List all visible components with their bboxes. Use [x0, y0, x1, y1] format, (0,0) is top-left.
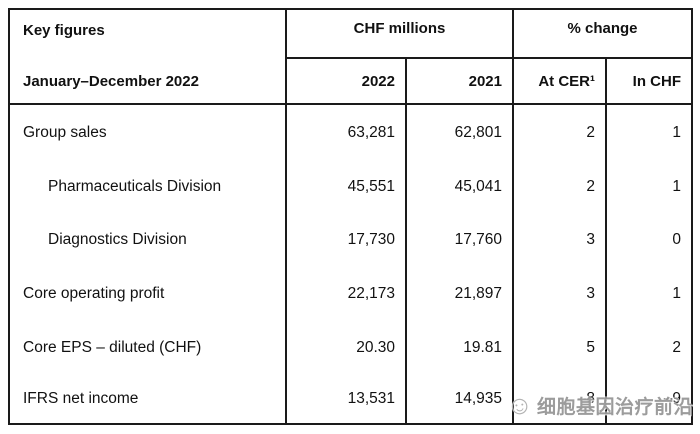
- cell-core-eps-2021: 19.81: [407, 321, 514, 375]
- cell-core-op-cer: 3: [514, 267, 607, 321]
- cell-core-eps-2022: 20.30: [287, 321, 407, 375]
- column-header-at-cer: At CER¹: [514, 59, 607, 105]
- cell-core-op-chf: 1: [672, 285, 681, 302]
- cell-core-op-2021: 21,897: [407, 267, 514, 321]
- row-label-ifrs-net-income: IFRS net income: [10, 375, 287, 423]
- cell-core-op-2022: 22,173: [287, 267, 407, 321]
- table-title: Key figures: [23, 22, 105, 39]
- row-label-core-eps-diluted: Core EPS – diluted (CHF): [10, 321, 287, 375]
- table-header-left: Key figures January–December 2022: [10, 10, 287, 105]
- cell-ifrs-cer: –8: [514, 375, 607, 423]
- cell-core-eps-chf: 2: [672, 339, 681, 356]
- cell-pharma-2022: 45,551: [287, 161, 407, 213]
- cell-core-eps-cer: 5: [514, 321, 607, 375]
- cell-pharma-chf: 1: [672, 178, 681, 195]
- cell-diagnostics-chf: 0: [672, 231, 681, 248]
- cell-diagnostics-2021: 17,760: [407, 213, 514, 267]
- key-figures-table: Key figures January–December 2022 CHF mi…: [8, 8, 693, 425]
- cell-diagnostics-cer: 3: [514, 213, 607, 267]
- row-label-core-operating-profit: Core operating profit: [10, 267, 287, 321]
- row-label-group-sales: Group sales: [10, 105, 287, 161]
- table-period: January–December 2022: [23, 73, 199, 90]
- cell-pharma-cer: 2: [514, 161, 607, 213]
- cell-group-sales-cer: 2: [514, 105, 607, 161]
- column-group-pct-change: % change: [514, 10, 691, 59]
- cell-group-sales-2022: 63,281: [287, 105, 407, 161]
- column-header-2021: 2021: [407, 59, 514, 105]
- cell-diagnostics-2022: 17,730: [287, 213, 407, 267]
- column-header-2022: 2022: [287, 59, 407, 105]
- row-label-pharmaceuticals-division: Pharmaceuticals Division: [10, 161, 287, 213]
- column-header-in-chf: In CHF: [607, 59, 691, 105]
- row-label-diagnostics-division: Diagnostics Division: [10, 213, 287, 267]
- cell-ifrs-2022: 13,531: [287, 375, 407, 423]
- cell-group-sales-chf: 1: [672, 124, 681, 141]
- cell-ifrs-2021: 14,935: [407, 375, 514, 423]
- column-group-chf-millions: CHF millions: [287, 10, 514, 59]
- cell-group-sales-2021: 62,801: [407, 105, 514, 161]
- cell-pharma-2021: 45,041: [407, 161, 514, 213]
- cell-ifrs-chf: –9: [663, 390, 681, 407]
